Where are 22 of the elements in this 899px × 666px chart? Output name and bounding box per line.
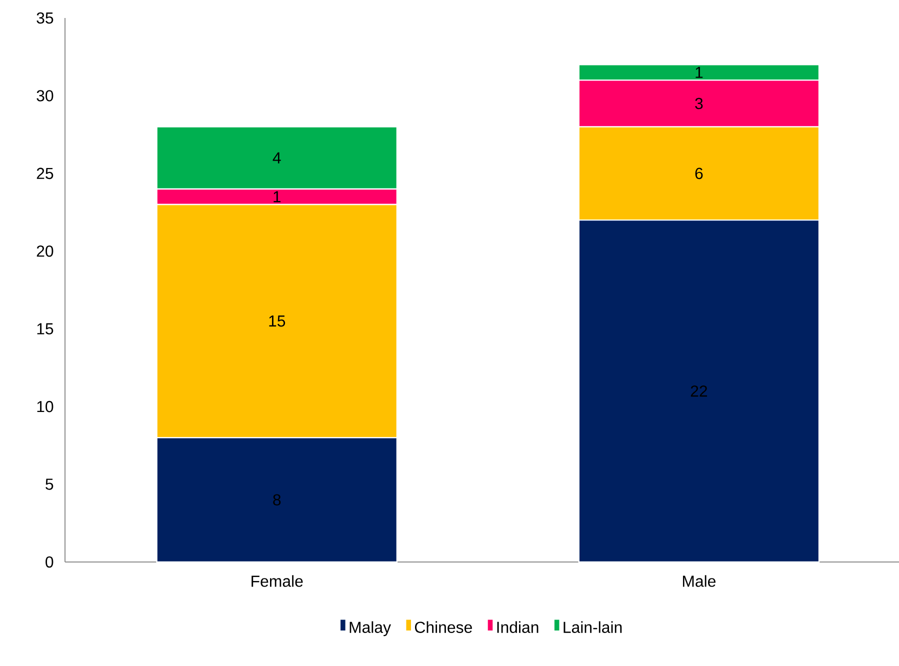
y-tick-label: 5 <box>46 478 54 490</box>
x-tick-label: Female <box>252 575 303 587</box>
data-label: 1 <box>696 66 703 78</box>
y-tick-label: 15 <box>37 323 54 334</box>
data-label: 6 <box>695 168 703 180</box>
data-label: 22 <box>690 385 708 397</box>
data-label: 1 <box>274 191 281 202</box>
data-label: 3 <box>695 98 703 110</box>
data-label: 8 <box>273 494 281 506</box>
y-tick-label: 25 <box>36 168 54 180</box>
legend-label: Chinese <box>414 621 472 633</box>
legend-label: Indian <box>497 621 538 633</box>
y-tick-label: 30 <box>36 90 54 102</box>
y-tick-label: 0 <box>46 556 54 568</box>
legend-label: Lain-lain <box>564 621 622 633</box>
data-label: 15 <box>269 316 286 327</box>
y-tick-label: 35 <box>36 12 54 24</box>
legend-label: Malay <box>350 621 391 636</box>
data-label: 4 <box>272 152 281 164</box>
x-tick-label: Male <box>682 575 716 587</box>
y-tick-label: 10 <box>37 400 54 412</box>
y-tick-label: 20 <box>36 246 54 257</box>
